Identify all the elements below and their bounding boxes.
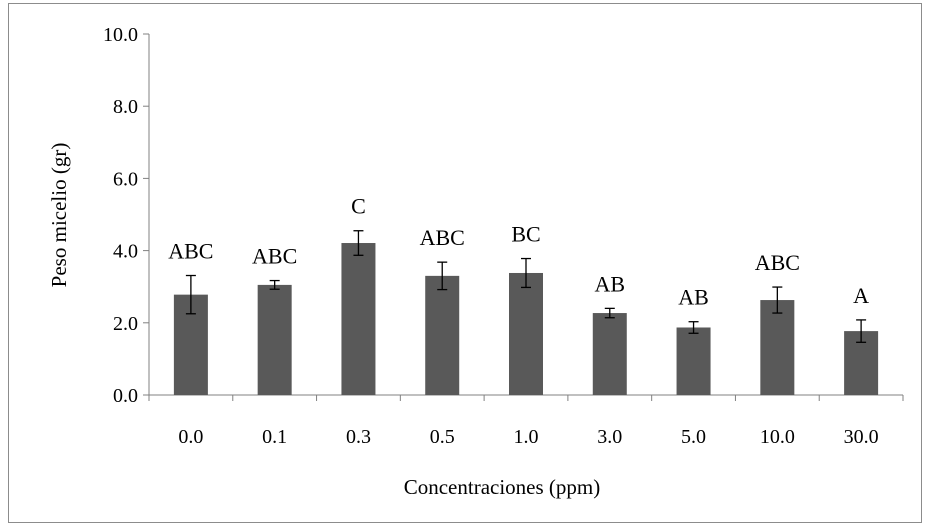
significance-label: ABC xyxy=(420,225,465,250)
x-tick-label: 0.3 xyxy=(346,426,371,448)
x-axis-title: Concentraciones (ppm) xyxy=(404,475,601,499)
y-tick-label: 4.0 xyxy=(113,241,138,263)
y-tick-label: 8.0 xyxy=(113,96,138,118)
x-tick-label: 10.0 xyxy=(760,426,795,448)
x-tick-label: 0.0 xyxy=(178,426,203,448)
y-tick-label: 0.0 xyxy=(113,385,138,407)
error-bar xyxy=(437,261,448,291)
significance-label: C xyxy=(351,194,366,219)
error-bar xyxy=(856,319,867,343)
x-tick-label: 0.5 xyxy=(430,426,455,448)
y-tick-label: 2.0 xyxy=(113,313,138,335)
significance-label: A xyxy=(853,283,869,308)
significance-label: ABC xyxy=(168,239,213,264)
x-tick-label: 0.1 xyxy=(262,426,287,448)
bar xyxy=(425,275,460,395)
significance-label: AB xyxy=(678,285,709,310)
significance-label: AB xyxy=(594,271,625,296)
x-tick-label: 5.0 xyxy=(681,426,706,448)
significance-label: ABC xyxy=(252,244,297,269)
labels: 0.02.04.06.08.010.00.0ABC0.1ABC0.3C0.5AB… xyxy=(103,24,879,448)
x-tick-label: 30.0 xyxy=(844,426,879,448)
y-axis-title: Peso micelio (gr) xyxy=(47,143,71,288)
error-bar xyxy=(353,230,364,256)
bar xyxy=(760,300,795,395)
bars xyxy=(173,230,879,395)
error-bar xyxy=(269,279,280,290)
significance-label: ABC xyxy=(755,250,800,275)
bar xyxy=(509,272,543,395)
error-bar xyxy=(772,286,783,314)
bar xyxy=(257,284,292,395)
y-tick-label: 6.0 xyxy=(113,168,138,190)
x-tick-label: 3.0 xyxy=(597,426,622,448)
bar xyxy=(341,243,376,395)
bar xyxy=(676,327,711,395)
error-bar xyxy=(185,274,196,315)
error-bar xyxy=(604,307,615,319)
bar xyxy=(592,313,627,395)
error-bar xyxy=(688,321,699,334)
y-tick-label: 10.0 xyxy=(103,24,138,46)
significance-label: BC xyxy=(511,222,540,247)
x-tick-label: 1.0 xyxy=(514,426,539,448)
error-bar xyxy=(521,257,531,289)
chart-frame xyxy=(8,3,922,523)
